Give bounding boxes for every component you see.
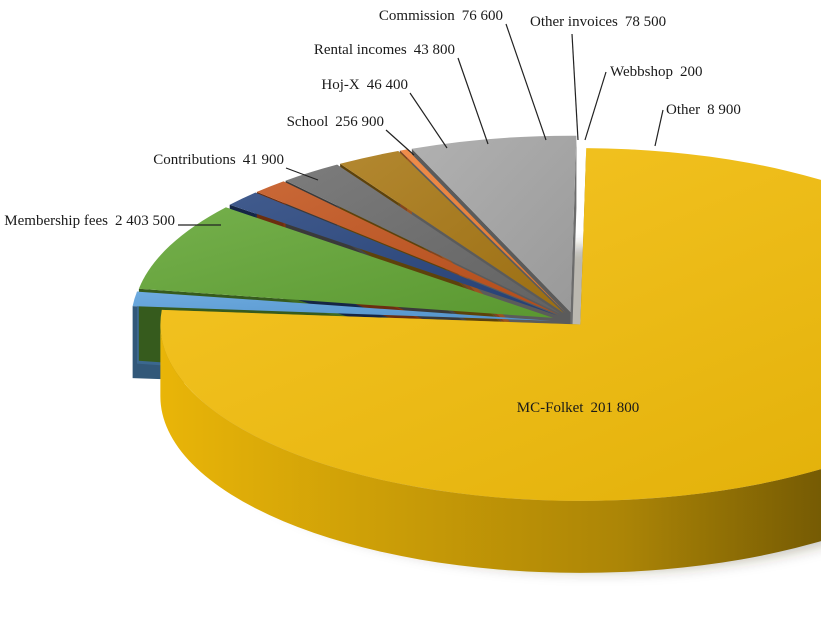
data-label-value: 78 500 bbox=[625, 14, 666, 30]
pie-slice-rental-incomes bbox=[256, 181, 559, 315]
slice-side-membership-fees-outer bbox=[160, 324, 821, 573]
pie-labels: Membership fees 2 403 500 Contributions 41 … bbox=[4, 8, 741, 416]
pie-slice-hoj-x bbox=[229, 192, 558, 316]
leader-line-school bbox=[385, 129, 415, 156]
data-label-name: Hoj-X bbox=[321, 77, 359, 93]
data-label-name: Commission bbox=[379, 8, 455, 24]
data-label-name: Webbshop bbox=[610, 64, 673, 80]
data-label-rental-incomes: Rental incomes 43 800 bbox=[314, 42, 455, 58]
data-label-name: Membership fees bbox=[4, 213, 108, 229]
data-label-commission: Commission 76 600 bbox=[379, 8, 503, 24]
data-label-name: Other invoices bbox=[530, 14, 618, 30]
data-label-other-invoices: Other invoices 78 500 bbox=[530, 14, 666, 30]
data-label-value: 201 800 bbox=[590, 400, 639, 416]
leader-line-other bbox=[654, 109, 664, 147]
data-label-membership-fees: Membership fees 2 403 500 bbox=[4, 213, 175, 229]
pie-slice-mc-folket bbox=[411, 135, 577, 313]
leader-line-rental-incomes bbox=[457, 57, 489, 145]
data-label-school: School 256 900 bbox=[287, 114, 384, 130]
data-label-name: Rental incomes bbox=[314, 42, 407, 58]
pie-slice-webbshop bbox=[399, 150, 566, 313]
pie-slice-other-invoices bbox=[340, 150, 564, 314]
pie-slice-school bbox=[138, 207, 554, 318]
data-label-value: 43 800 bbox=[414, 42, 455, 58]
data-label-value: 2 403 500 bbox=[115, 213, 175, 229]
data-label-name: MC-Folket bbox=[517, 400, 585, 416]
data-label-webbshop: Webbshop 200 bbox=[610, 64, 702, 80]
leader-line-commission bbox=[505, 23, 547, 141]
leader-line-contributions bbox=[285, 167, 319, 181]
slice-side-mc-folket-end bbox=[570, 135, 577, 385]
data-label-value: 46 400 bbox=[367, 77, 408, 93]
data-label-mc-folket: MC-Folket 201 800 bbox=[517, 400, 639, 416]
leader-line-hoj-x bbox=[409, 92, 448, 149]
pie-slice-commission bbox=[285, 164, 561, 314]
data-label-value: 200 bbox=[680, 64, 703, 80]
data-label-contributions: Contributions 41 900 bbox=[153, 152, 284, 168]
leader-line-other-invoices bbox=[571, 33, 579, 141]
pie-slices bbox=[132, 135, 821, 501]
data-label-value: 41 900 bbox=[243, 152, 284, 168]
data-label-value: 76 600 bbox=[462, 8, 503, 24]
data-label-hoj-x: Hoj-X 46 400 bbox=[321, 77, 408, 93]
data-label-other: Other 8 900 bbox=[666, 102, 741, 118]
pie-slice-other bbox=[400, 149, 566, 313]
data-label-value: 256 900 bbox=[335, 114, 384, 130]
pie-slice-contributions bbox=[132, 291, 552, 321]
leader-line-webbshop bbox=[584, 71, 607, 141]
data-label-name: School bbox=[287, 114, 329, 130]
data-label-name: Other bbox=[666, 102, 700, 118]
data-label-name: Contributions bbox=[153, 152, 236, 168]
pie-slice-membership-fees bbox=[160, 148, 821, 501]
data-label-value: 8 900 bbox=[707, 102, 741, 118]
